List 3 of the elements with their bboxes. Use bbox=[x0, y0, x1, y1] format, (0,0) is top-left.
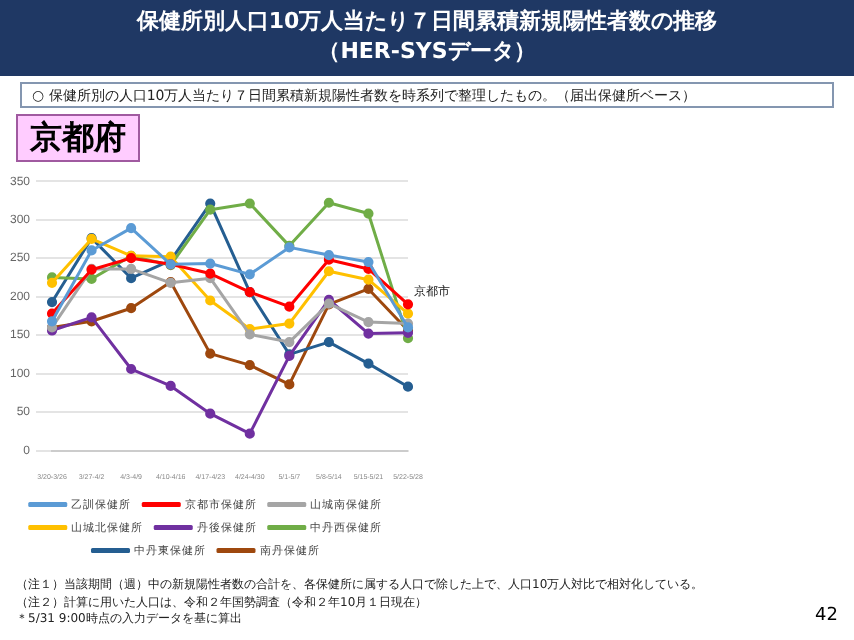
text: 京都府 bbox=[16, 114, 140, 162]
text: 42 bbox=[815, 606, 838, 626]
chart-title: 保健所別人口10万人当たり７日間累積新規陽性者数の推移（HER-SYSデータ） bbox=[0, 0, 854, 76]
